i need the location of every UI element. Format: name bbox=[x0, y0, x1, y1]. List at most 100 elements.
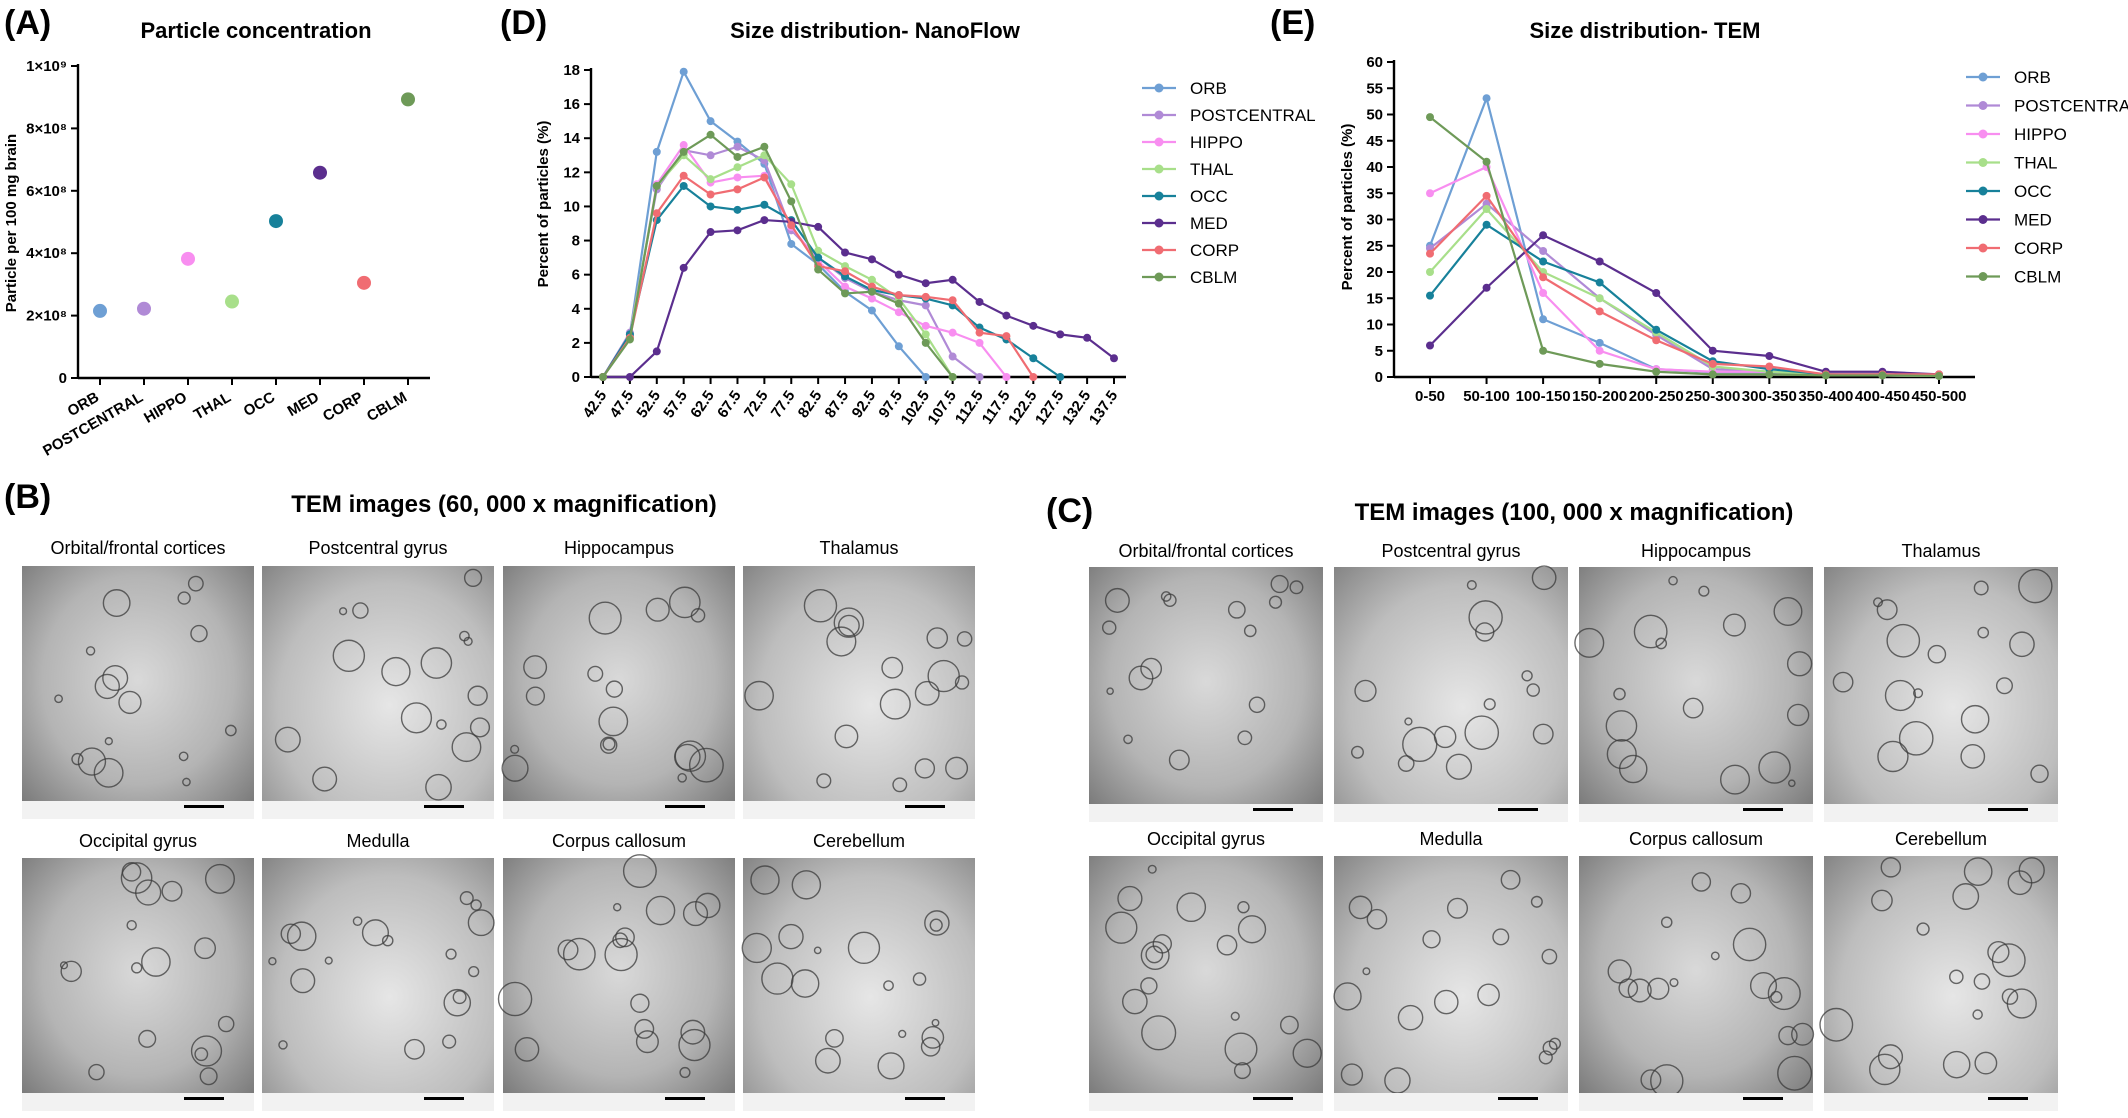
chart-d-point bbox=[894, 299, 903, 308]
tem-c-vesicle bbox=[1477, 983, 1500, 1007]
tem-b-vesicle bbox=[71, 752, 84, 766]
chart-d-point bbox=[733, 163, 742, 172]
tem-b-vesicle bbox=[60, 960, 82, 983]
tem-b-vesicle bbox=[598, 706, 629, 737]
chart-d-point bbox=[706, 202, 715, 211]
tem-c-vesicle bbox=[1640, 1069, 1662, 1091]
tem-c-image-info-bar bbox=[1579, 804, 1813, 822]
tem-c-vesicle bbox=[1960, 704, 1990, 734]
tem-c-vesicle bbox=[1117, 885, 1143, 912]
tem-c-vesicle bbox=[1147, 864, 1157, 874]
chart-e-y-tick-label: 25 bbox=[1366, 238, 1383, 255]
chart-e-legend-marker bbox=[1978, 129, 1988, 139]
chart-e-point bbox=[1482, 283, 1491, 292]
tem-c-vesicle bbox=[1168, 749, 1190, 771]
chart-d-point bbox=[841, 267, 850, 276]
tem-c-vesicle bbox=[1777, 1055, 1813, 1091]
tem-b-vesicle bbox=[680, 1019, 706, 1045]
tem-c-title: TEM images (100, 000 x magnification) bbox=[1355, 499, 1794, 526]
tem-b-vesicle bbox=[452, 990, 467, 1005]
tem-c-vesicle bbox=[1613, 687, 1626, 701]
chart-d-point bbox=[921, 321, 930, 330]
chart-d-x-tick-label: 87.5 bbox=[822, 388, 853, 422]
tem-b-vesicle bbox=[501, 754, 529, 782]
chart-d-y-tick-label: 2 bbox=[572, 335, 580, 352]
tem-b-vesicle bbox=[224, 724, 237, 737]
chart-d-point bbox=[760, 200, 769, 209]
tem-c-vesicle bbox=[2001, 988, 2019, 1005]
tem-b-vesicle bbox=[881, 656, 904, 679]
tem-b-vesicle bbox=[514, 1037, 540, 1062]
tem-b-vesicle bbox=[791, 870, 822, 900]
tem-c-vesicle bbox=[1248, 696, 1266, 714]
tem-b-vesicle bbox=[914, 680, 940, 706]
chart-d-point bbox=[841, 289, 850, 298]
chart-d-point bbox=[921, 301, 930, 310]
chart-e-legend-marker bbox=[1978, 243, 1988, 253]
chart-d-point bbox=[733, 142, 742, 151]
tem-c-vesicle bbox=[1122, 988, 1148, 1015]
chart-d-point bbox=[867, 287, 876, 296]
chart-e-legend-label: MED bbox=[2014, 211, 2052, 230]
tem-b-vesicle bbox=[761, 962, 794, 995]
tem-b-vesicle bbox=[324, 956, 333, 965]
chart-e-y-tick-label: 15 bbox=[1366, 290, 1383, 307]
chart-a-y-tick-label: 4×10⁸ bbox=[26, 245, 67, 262]
chart-e-legend-label: THAL bbox=[2014, 154, 2057, 173]
chart-d-point bbox=[1029, 321, 1038, 330]
chart-d-x-tick-label: 57.5 bbox=[660, 388, 691, 422]
chart-d-x-tick-label: 62.5 bbox=[687, 388, 718, 422]
tem-b-caption: Orbital/frontal cortices bbox=[50, 538, 225, 558]
panel-label-a: (A) bbox=[4, 4, 51, 42]
tem-b-vesicle bbox=[190, 624, 208, 643]
chart-d-point bbox=[1056, 373, 1065, 381]
tem-b-image-info-bar bbox=[22, 1093, 254, 1111]
tem-c-vesicle bbox=[1521, 670, 1533, 682]
tem-b-vesicle bbox=[879, 688, 911, 720]
chart-d-series-line bbox=[602, 133, 954, 378]
tem-c-image bbox=[1089, 567, 1323, 822]
tem-b-vesicle bbox=[816, 773, 832, 789]
tem-c-scale-bar bbox=[1498, 1097, 1538, 1100]
tem-b-image bbox=[262, 858, 495, 1111]
chart-d-point bbox=[841, 282, 850, 291]
tem-b-vesicle bbox=[451, 732, 482, 763]
tem-b-vesicle bbox=[88, 1063, 105, 1081]
chart-d-title: Size distribution- NanoFlow bbox=[730, 18, 1021, 43]
tem-c-vesicle bbox=[1362, 967, 1371, 976]
tem-c-vesicle bbox=[1237, 900, 1250, 914]
panel-label-d: (D) bbox=[500, 4, 547, 42]
tem-b-vesicle bbox=[634, 1018, 655, 1039]
chart-d-x-tick-label: 67.5 bbox=[714, 388, 745, 422]
tem-c-vesicle bbox=[1606, 738, 1637, 770]
tem-b-vesicle bbox=[59, 961, 69, 970]
chart-d-point bbox=[1056, 330, 1065, 339]
chart-e-point bbox=[1935, 371, 1943, 380]
tem-b-vesicle bbox=[77, 747, 107, 776]
tem-b-vesicle bbox=[945, 756, 969, 780]
chart-e-x-tick-label: 450-500 bbox=[1911, 388, 1966, 405]
tem-b-scale-bar bbox=[665, 805, 705, 808]
tem-b-image-info-bar bbox=[743, 1093, 975, 1111]
tem-b-vesicle bbox=[463, 636, 473, 647]
tem-c-image-bg bbox=[1579, 856, 1813, 1111]
chart-d-point bbox=[948, 275, 957, 284]
chart-e-x-tick-label: 150-200 bbox=[1572, 388, 1627, 405]
tem-c-image-info-bar bbox=[1824, 804, 2058, 822]
chart-d-legend-marker bbox=[1154, 137, 1164, 147]
tem-c-scale-bar bbox=[1253, 1097, 1293, 1100]
chart-d-point bbox=[706, 228, 715, 237]
tem-b-image-bg bbox=[262, 566, 494, 819]
chart-e-point bbox=[1539, 247, 1548, 255]
tem-c-image-bg bbox=[1824, 567, 2058, 822]
chart-d-x-tick-label: 102.5 bbox=[898, 388, 933, 429]
chart-e-point bbox=[1765, 370, 1774, 379]
chart-e-point bbox=[1426, 341, 1434, 350]
chart-d-legend-label: HIPPO bbox=[1190, 133, 1243, 152]
tem-b-vesicle bbox=[814, 1047, 841, 1074]
tem-c-vesicle bbox=[1730, 882, 1752, 904]
chart-e-point bbox=[1708, 346, 1717, 355]
tem-b-vesicle bbox=[682, 900, 709, 927]
tem-c-vesicle bbox=[1446, 897, 1469, 919]
chart-d-x-tick-label: 52.5 bbox=[633, 388, 664, 422]
